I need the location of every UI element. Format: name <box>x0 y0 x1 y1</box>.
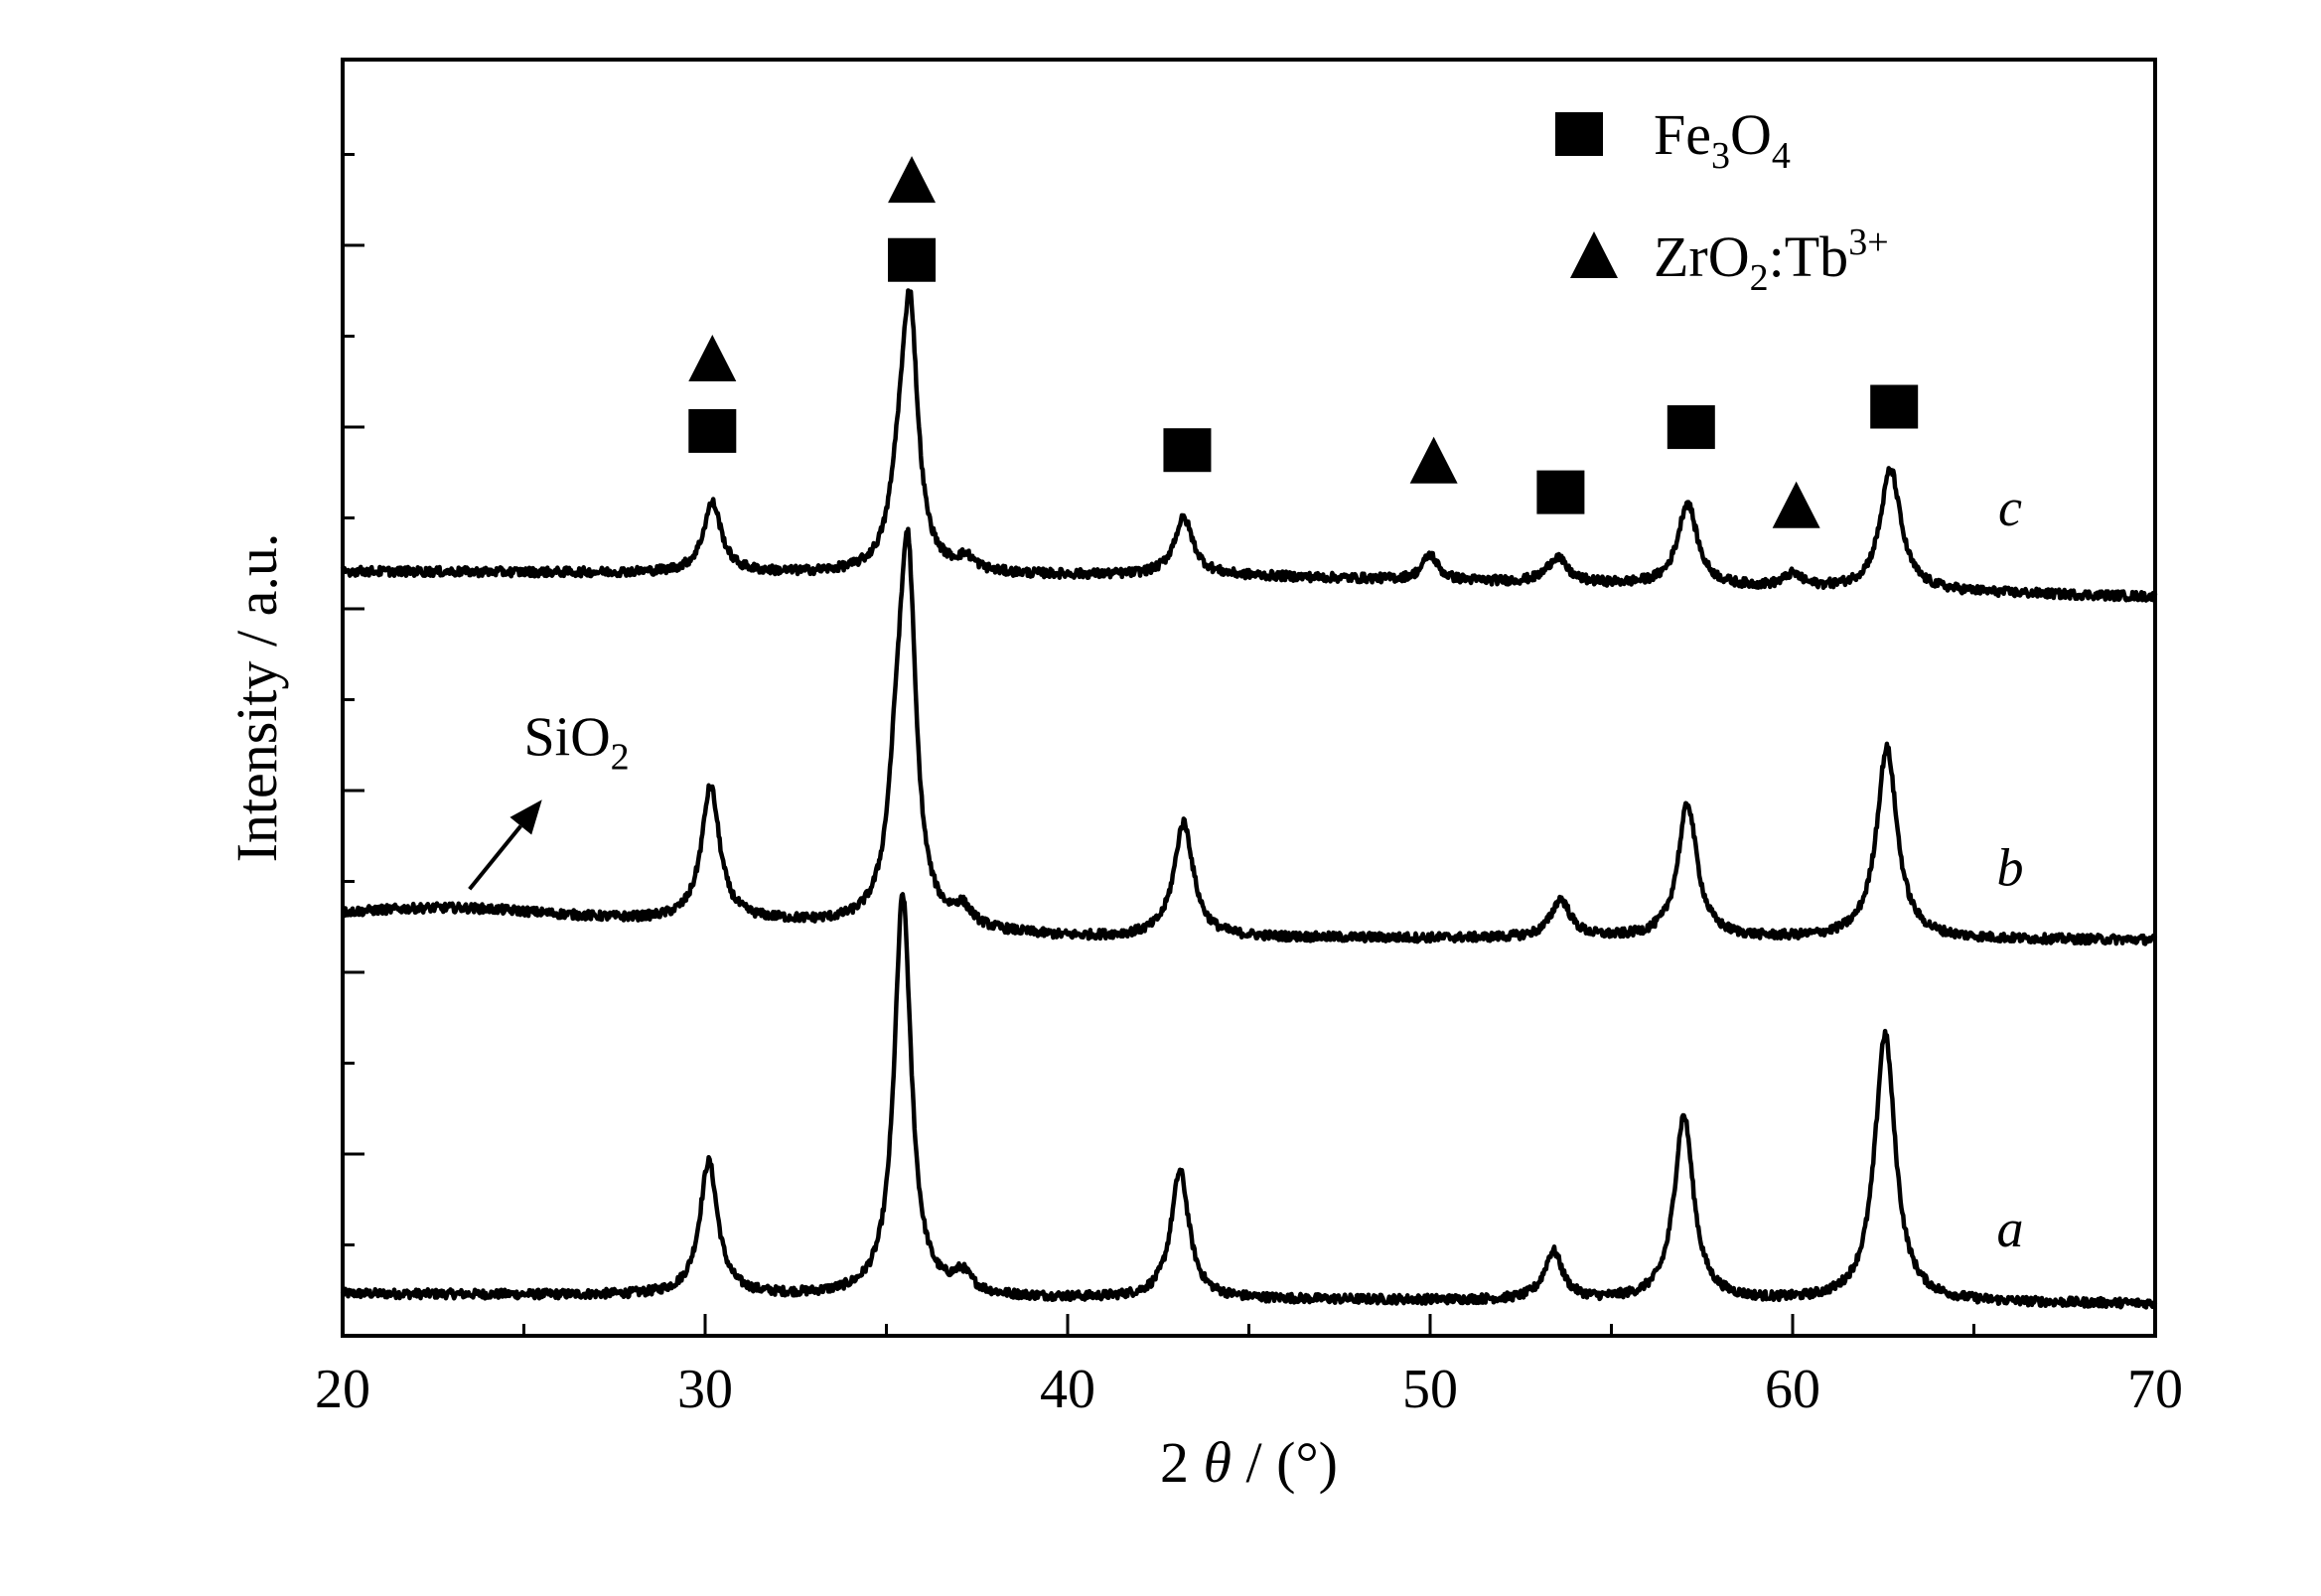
legend: Fe3​O4​ ZrO2​:Tb3+​ <box>1555 102 1889 299</box>
fe3o4-peak-marker <box>1667 405 1715 450</box>
series-layer <box>340 288 2158 1310</box>
x-tick-label: 40 <box>1040 1359 1095 1420</box>
x-tick-label: 20 <box>315 1359 370 1420</box>
series-labels: a b c <box>1997 478 2024 1258</box>
fe3o4-peak-marker <box>888 237 937 282</box>
series-line-b <box>341 526 2158 946</box>
peak-markers <box>688 156 1919 528</box>
annotations: SiO2​ <box>468 706 630 891</box>
x-axis-label: 2 θ / (°) <box>1160 1430 1338 1495</box>
zro2-peak-marker <box>888 156 937 204</box>
series-label-a: a <box>1997 1199 2024 1258</box>
x-axis-label-unit: / (°) <box>1246 1430 1338 1495</box>
series-line-c <box>340 288 2158 604</box>
legend-square-marker <box>1555 112 1603 156</box>
legend-label: ZrO2​:Tb3+​ <box>1654 221 1889 299</box>
zro2-peak-marker <box>1772 481 1820 528</box>
y-axis-label: Intensity / a.u. <box>224 533 289 863</box>
x-axis-label-theta: θ <box>1204 1430 1233 1495</box>
annotation-arrow-head <box>509 799 542 835</box>
fe3o4-peak-marker <box>1870 384 1919 429</box>
x-tick-label: 30 <box>677 1359 733 1420</box>
zro2-peak-marker <box>1409 436 1458 484</box>
x-tick-label: 60 <box>1765 1359 1820 1420</box>
annotation-label: SiO2​ <box>524 706 630 778</box>
series-label-b: b <box>1997 837 2024 897</box>
x-tick-label: 70 <box>2127 1359 2183 1420</box>
annotation-arrow-shaft <box>468 824 522 891</box>
legend-triangle-marker <box>1570 231 1618 278</box>
zro2-peak-marker <box>688 334 737 381</box>
legend-label: Fe3​O4​ <box>1654 102 1791 177</box>
fe3o4-peak-marker <box>1536 470 1585 514</box>
x-axis-label-number: 2 <box>1160 1430 1189 1495</box>
x-tick-labels: 20 30 40 50 60 70 <box>315 1359 2183 1420</box>
axis-ticks <box>341 153 2157 1336</box>
series-label-c: c <box>1998 478 2022 537</box>
fe3o4-peak-marker <box>688 408 737 453</box>
fe3o4-peak-marker <box>1163 428 1212 473</box>
x-tick-label: 50 <box>1402 1359 1458 1420</box>
series-line-a <box>340 892 2158 1310</box>
